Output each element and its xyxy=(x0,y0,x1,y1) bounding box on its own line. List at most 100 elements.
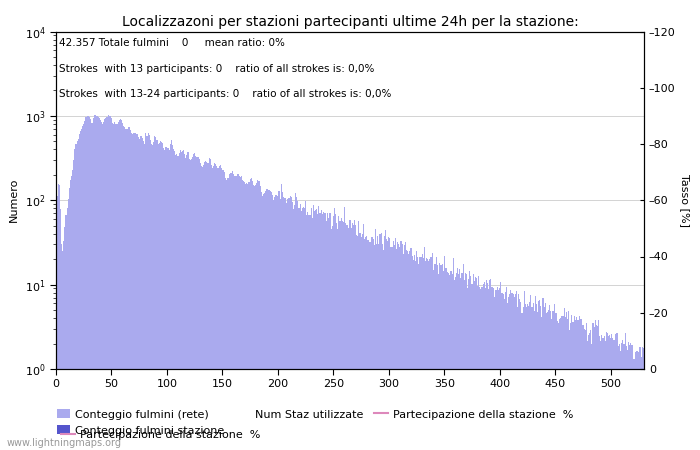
Bar xyxy=(563,316,564,450)
Text: www.lightningmaps.org: www.lightningmaps.org xyxy=(7,438,122,448)
Bar xyxy=(639,347,640,450)
Bar xyxy=(65,215,66,450)
Bar xyxy=(87,116,88,450)
Bar xyxy=(507,302,508,450)
Bar xyxy=(266,189,267,450)
Bar xyxy=(282,193,283,450)
Bar xyxy=(566,312,567,450)
Bar xyxy=(363,224,364,450)
Bar xyxy=(407,252,408,450)
Bar xyxy=(211,165,212,450)
Bar xyxy=(427,259,428,450)
Bar xyxy=(374,245,375,450)
Bar xyxy=(193,154,194,450)
Bar xyxy=(197,157,199,450)
Bar xyxy=(377,236,378,450)
Bar xyxy=(528,306,529,450)
Bar xyxy=(136,134,137,450)
Bar xyxy=(315,210,316,450)
Bar xyxy=(60,209,61,450)
Bar xyxy=(224,172,225,450)
Bar xyxy=(121,120,122,450)
Bar xyxy=(351,223,353,450)
Bar xyxy=(314,212,315,450)
Bar xyxy=(62,251,63,450)
Bar xyxy=(337,230,338,450)
Bar xyxy=(384,236,385,450)
Bar xyxy=(357,236,358,450)
Bar xyxy=(588,335,589,450)
Bar xyxy=(85,117,87,450)
Bar xyxy=(539,300,540,450)
Bar xyxy=(260,192,262,450)
Bar xyxy=(181,153,182,450)
Bar xyxy=(125,129,127,450)
Bar xyxy=(160,140,161,450)
Bar xyxy=(545,303,546,450)
Bar xyxy=(356,235,357,450)
Bar xyxy=(453,258,454,450)
Bar xyxy=(632,346,634,450)
Bar xyxy=(303,207,304,450)
Bar xyxy=(461,273,463,450)
Bar xyxy=(171,140,172,450)
Bar xyxy=(294,205,295,450)
Bar xyxy=(235,176,237,450)
Bar xyxy=(444,256,445,450)
Bar xyxy=(191,159,192,450)
Bar xyxy=(154,136,155,450)
Bar xyxy=(296,198,297,450)
Bar xyxy=(424,247,425,450)
Bar xyxy=(629,345,630,450)
Bar xyxy=(253,185,254,450)
Bar xyxy=(148,135,150,450)
Bar xyxy=(473,274,474,450)
Bar xyxy=(319,213,321,450)
Bar xyxy=(485,288,486,450)
Bar xyxy=(84,121,85,450)
Bar xyxy=(95,115,97,450)
Bar xyxy=(487,283,488,450)
Bar xyxy=(429,259,430,450)
Bar xyxy=(412,256,413,450)
Bar xyxy=(514,293,516,450)
Bar xyxy=(153,142,154,450)
Bar xyxy=(463,279,465,450)
Bar xyxy=(112,123,113,450)
Bar xyxy=(372,239,374,450)
Bar xyxy=(381,234,382,450)
Bar xyxy=(552,311,554,450)
Bar xyxy=(414,255,415,450)
Bar xyxy=(272,195,273,450)
Bar xyxy=(436,257,437,450)
Bar xyxy=(281,184,282,450)
Bar xyxy=(615,334,616,450)
Bar xyxy=(341,218,342,450)
Bar xyxy=(544,307,545,450)
Bar xyxy=(536,304,537,450)
Bar xyxy=(628,342,629,450)
Bar xyxy=(631,345,632,450)
Bar xyxy=(368,240,370,450)
Bar xyxy=(558,323,559,450)
Bar xyxy=(398,244,400,450)
Bar xyxy=(410,248,412,450)
Bar xyxy=(206,162,207,450)
Bar xyxy=(172,145,173,450)
Bar xyxy=(151,144,152,450)
Bar xyxy=(285,198,286,450)
Bar xyxy=(418,265,419,450)
Bar xyxy=(226,180,228,450)
Bar xyxy=(353,225,354,450)
Bar xyxy=(435,265,436,450)
Bar xyxy=(63,241,64,450)
Bar xyxy=(343,222,344,450)
Bar xyxy=(567,319,568,450)
Bar xyxy=(586,323,587,450)
Bar xyxy=(359,233,360,450)
Bar xyxy=(579,316,580,450)
Bar xyxy=(517,306,518,450)
Bar xyxy=(92,123,93,450)
Bar xyxy=(82,126,83,450)
Bar xyxy=(141,136,142,450)
